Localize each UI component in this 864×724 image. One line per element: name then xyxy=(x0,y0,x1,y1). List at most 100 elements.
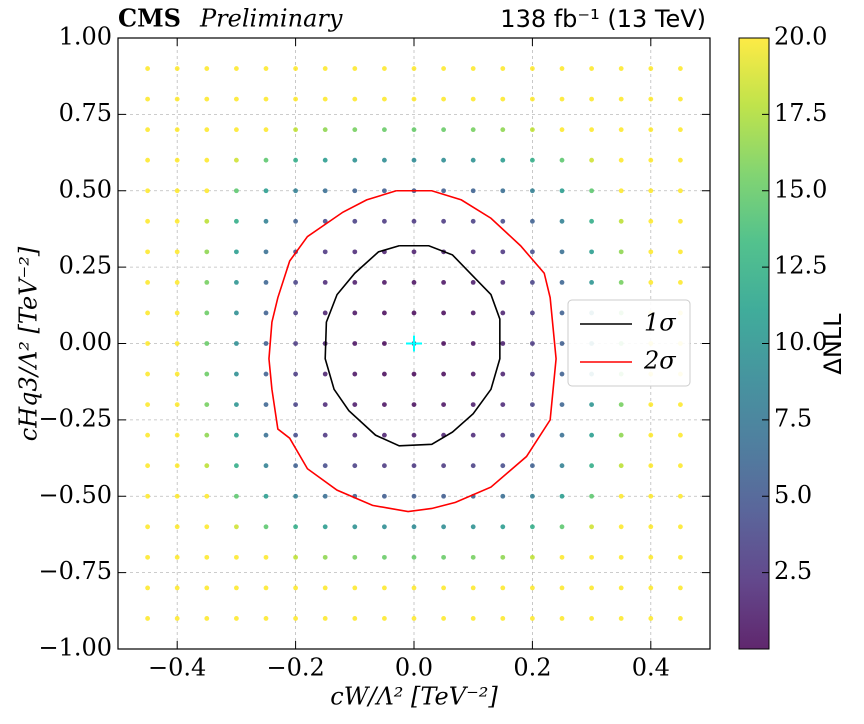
grid-point xyxy=(441,188,446,194)
grid-point xyxy=(678,127,683,133)
grid-point xyxy=(411,524,417,530)
grid-point xyxy=(470,66,476,71)
grid-point xyxy=(678,432,683,438)
grid-point xyxy=(618,157,624,163)
grid-point xyxy=(411,66,417,71)
grid-point xyxy=(145,554,151,560)
grid-point xyxy=(382,493,387,499)
grid-point xyxy=(530,218,535,224)
grid-point xyxy=(589,127,594,133)
grid-point xyxy=(678,616,683,621)
y-tick-label: −1.00 xyxy=(38,634,112,662)
grid-point xyxy=(145,616,151,621)
grid-point xyxy=(263,280,269,285)
grid-point xyxy=(530,371,535,377)
grid-point xyxy=(500,524,506,530)
grid-point xyxy=(441,66,446,71)
grid-point xyxy=(145,493,151,499)
grid-point xyxy=(559,402,565,407)
grid-point xyxy=(500,616,506,621)
grid-point xyxy=(322,188,328,194)
grid-point xyxy=(500,493,506,499)
grid-point xyxy=(589,280,594,285)
grid-point xyxy=(293,127,298,133)
grid-point xyxy=(648,585,654,591)
grid-point xyxy=(470,280,476,285)
grid-point xyxy=(470,341,476,346)
grid-point xyxy=(352,432,358,438)
grid-point xyxy=(322,280,328,285)
grid-point xyxy=(263,188,269,194)
grid-point xyxy=(322,493,328,499)
grid-point xyxy=(145,310,151,316)
grid-point xyxy=(589,493,594,499)
grid-point xyxy=(589,554,594,560)
grid-point xyxy=(678,493,683,499)
grid-point xyxy=(470,432,476,438)
grid-point xyxy=(145,188,151,194)
grid-point xyxy=(678,249,683,255)
grid-point xyxy=(204,616,210,621)
grid-point xyxy=(382,66,387,71)
colorbar-tick-label: 17.5 xyxy=(774,99,827,127)
grid-point xyxy=(618,463,624,469)
grid-point xyxy=(500,310,506,316)
lumi-label: 138 fb⁻¹ (13 TeV) xyxy=(500,5,706,33)
grid-point xyxy=(589,463,594,469)
grid-point xyxy=(234,493,239,499)
grid-point xyxy=(530,432,535,438)
colorbar-tick-label: 12.5 xyxy=(774,252,827,280)
grid-point xyxy=(470,402,476,407)
grid-point xyxy=(559,493,565,499)
grid-point xyxy=(530,127,535,133)
grid-point xyxy=(411,371,417,377)
grid-point xyxy=(352,463,358,469)
grid-point xyxy=(441,493,446,499)
y-axis-label: cHq3/Λ² [TeV⁻²] xyxy=(15,246,43,441)
grid-point xyxy=(174,280,180,285)
grid-point xyxy=(352,280,358,285)
grid-point xyxy=(263,616,269,621)
grid-point xyxy=(648,127,654,133)
grid-point xyxy=(530,616,535,621)
grid-point xyxy=(234,432,239,438)
grid-point xyxy=(530,188,535,194)
grid-point xyxy=(530,96,535,102)
grid-point xyxy=(234,157,239,163)
grid-point xyxy=(352,585,358,591)
grid-point xyxy=(204,463,210,469)
grid-point xyxy=(530,463,535,469)
grid-point xyxy=(470,310,476,316)
grid-point xyxy=(411,554,417,560)
grid-point xyxy=(293,310,298,316)
grid-point xyxy=(293,493,298,499)
grid-point xyxy=(352,218,358,224)
grid-point xyxy=(293,218,298,224)
grid-point xyxy=(382,616,387,621)
grid-point xyxy=(174,402,180,407)
grid-point xyxy=(352,310,358,316)
grid-point xyxy=(204,249,210,255)
grid-point xyxy=(648,432,654,438)
grid-point xyxy=(411,585,417,591)
grid-point xyxy=(382,280,387,285)
grid-point xyxy=(382,341,387,346)
grid-point xyxy=(589,616,594,621)
grid-point xyxy=(500,96,506,102)
grid-point xyxy=(293,402,298,407)
grid-point xyxy=(411,432,417,438)
colorbar-tick-label: 5.0 xyxy=(774,481,812,509)
grid-point xyxy=(234,280,239,285)
grid-point xyxy=(530,402,535,407)
grid-point xyxy=(441,554,446,560)
y-tick-label: −0.75 xyxy=(38,557,112,585)
grid-point xyxy=(322,616,328,621)
grid-point xyxy=(500,371,506,377)
colorbar-tick-label: 10.0 xyxy=(774,328,827,356)
grid-point xyxy=(559,616,565,621)
grid-point xyxy=(204,493,210,499)
grid-point xyxy=(174,188,180,194)
grid-point xyxy=(204,524,210,530)
grid-point xyxy=(648,280,654,285)
